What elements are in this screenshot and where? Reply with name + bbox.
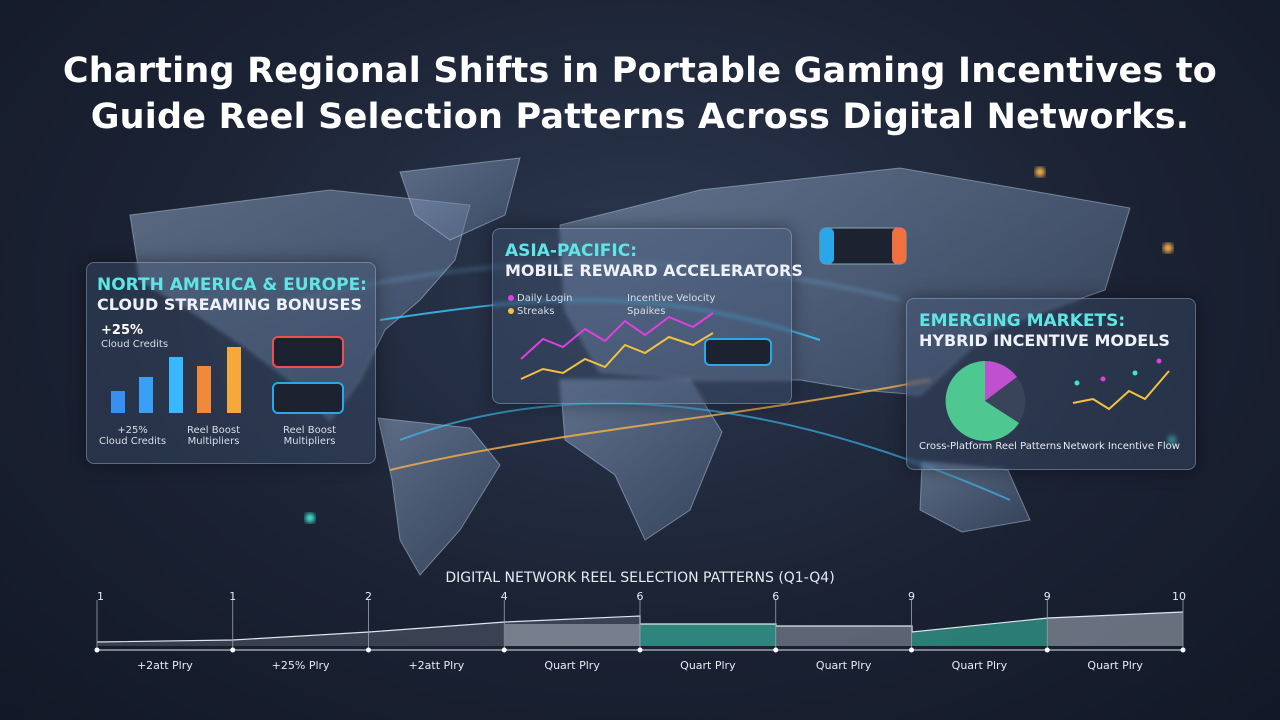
glow-dot [1035,167,1045,177]
console [272,336,344,368]
line-graphic [508,295,772,380]
console-icon [819,227,907,265]
timeline-segment-label: +25% Plry [272,659,330,672]
panel-subheading: HYBRID INCENTIVE MODELS [919,331,1170,350]
south-america [377,417,501,576]
dot [1100,376,1106,382]
caption: Cross-Platform Reel Patterns [919,441,1062,452]
legend-swatch [508,295,514,301]
panel-heading: ASIA-PACIFIC: [505,241,638,261]
timeline-tick-label: 6 [637,590,644,603]
line [1072,370,1170,411]
pie-slice [985,377,1026,423]
panel-subheading: MOBILE REWARD ACCELERATORS [505,261,803,280]
timeline-tick-label: 6 [772,590,779,603]
bar [169,357,183,413]
glow-dot [1163,243,1173,253]
stat: +25% [101,323,144,338]
timeline-dot [366,647,371,653]
legend-item: Incentive Velocity [627,293,716,304]
timeline-dot [773,647,779,653]
greenland [399,157,521,241]
timeline-tick-label: 10 [1172,590,1186,603]
title-line: Guide Reel Selection Patterns Across Dig… [90,97,1190,137]
panel-heading: NORTH AMERICA & EUROPE: [97,275,367,295]
timeline-dot [637,647,643,653]
dot [1132,370,1138,376]
bar-label: Reel Boost Multipliers [187,425,240,447]
timeline-line [96,611,1184,643]
australia [919,461,1031,533]
bar-label-line: +25% [117,425,148,436]
dot [1156,358,1162,364]
timeline-dot [230,647,236,653]
bar [227,347,241,413]
bar-label-line: Multipliers [187,436,240,447]
timeline-tick-label: 2 [365,590,372,603]
timeline-dot [909,647,914,653]
timeline-area [912,618,1048,646]
bar-label: +25% Cloud Credits [99,425,166,447]
panel-subheading: CLOUD STREAMING BONUSES [97,295,363,314]
glow-dot [305,513,315,523]
bar [139,377,153,413]
line [520,332,714,380]
panel-apac: ASIA-PACIFIC: MOBILE REWARD ACCELERATORS… [492,228,803,404]
timeline-tick-label: 1 [229,590,236,603]
timeline-area [1048,612,1183,646]
bar-label-line: Reel Boost [283,425,336,436]
title-line: Charting Regional Shifts in Portable Gam… [62,51,1218,91]
timeline-dot [94,647,100,653]
bar [111,391,125,413]
legend-item: Streaks [517,306,555,317]
panel-heading: EMERGING MARKETS: [919,311,1126,331]
pie-slice [985,361,1017,401]
timeline-area [505,624,640,646]
stat-label: Cloud Credits [101,339,169,350]
bar-graphic [111,336,344,414]
console [272,382,344,414]
timeline-segment-label: +2att Plry [408,659,464,672]
timeline-segment-label: Quart Plry [952,659,1008,672]
timeline-tick-label: 1 [97,590,104,603]
legend-swatch [508,308,514,314]
timeline-dot [1044,647,1050,653]
timeline-segment-label: +2att Plry [137,659,193,672]
timeline-tick-label: 9 [908,590,915,603]
title: Charting Regional Shifts in Portable Gam… [0,48,1280,140]
timeline-area [776,626,912,646]
flow-line [389,379,931,471]
bar [197,366,211,413]
console-grip [820,228,834,264]
console-grip [892,228,906,264]
pie-slice [945,361,1019,441]
timeline-dot [1180,647,1186,653]
line [520,312,714,360]
dot [1074,380,1080,386]
panel-em: EMERGING MARKETS: HYBRID INCENTIVE MODEL… [906,298,1196,470]
timeline-tick-label: 9 [1044,590,1051,603]
caption: Network Incentive Flow [1063,441,1180,452]
legend-item: Daily Login [517,293,573,304]
timeline-segment-label: Quart Plry [544,659,600,672]
timeline-area [640,624,776,646]
legend-item: Spaikes [627,306,666,317]
timeline-tick-label: 4 [501,590,508,603]
console [704,338,772,366]
timeline-segment-label: Quart Plry [1087,659,1143,672]
panel-na: NORTH AMERICA & EUROPE: CLOUD STREAMING … [86,262,376,464]
timeline: 1 1 2 4 6 6 9 9 10 +2att Plry +25% Plry +2att Plry Q… [94,590,1186,672]
timeline-dot [501,647,507,653]
em-graphic [945,358,1170,441]
timeline-segment-label: Quart Plry [816,659,872,672]
timeline-segment-label: Quart Plry [680,659,736,672]
bar-label: Reel Boost Multipliers [283,425,336,447]
timeline-title: DIGITAL NETWORK REEL SELECTION PATTERNS … [445,570,835,586]
bar-label-line: Cloud Credits [99,436,167,447]
bar-label-line: Multipliers [283,436,336,447]
bar-label-line: Reel Boost [187,425,240,436]
